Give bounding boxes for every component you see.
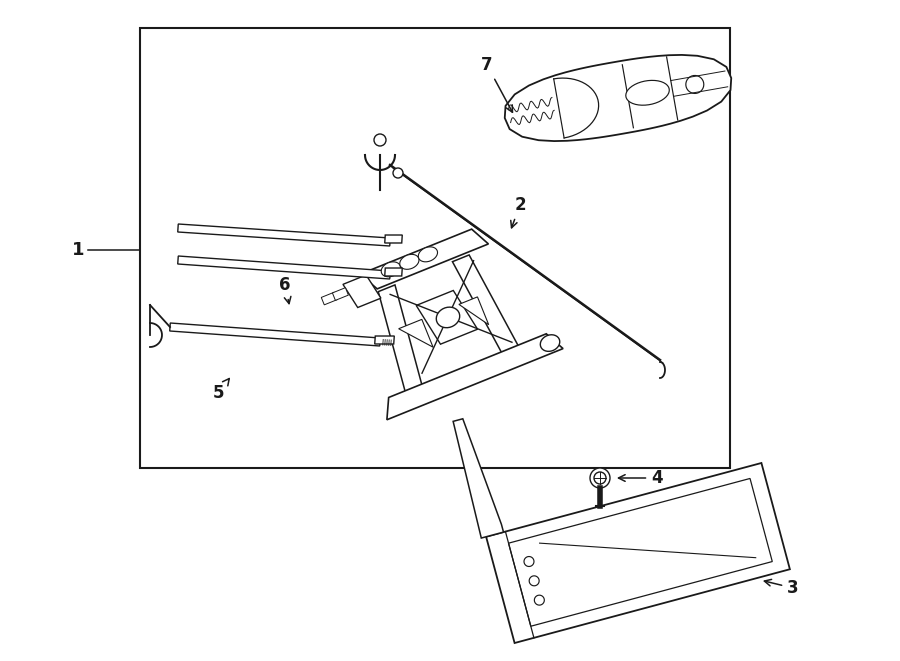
Polygon shape xyxy=(360,229,489,289)
Polygon shape xyxy=(384,235,402,243)
Polygon shape xyxy=(535,595,544,605)
Polygon shape xyxy=(378,285,423,396)
Text: 6: 6 xyxy=(279,276,291,303)
Polygon shape xyxy=(400,254,419,269)
Polygon shape xyxy=(540,334,560,352)
Polygon shape xyxy=(170,323,381,346)
Polygon shape xyxy=(486,463,790,643)
Polygon shape xyxy=(453,419,503,538)
Polygon shape xyxy=(399,319,433,347)
Polygon shape xyxy=(177,256,391,279)
Circle shape xyxy=(393,168,403,178)
Circle shape xyxy=(374,134,386,146)
Text: 5: 5 xyxy=(212,379,230,402)
Polygon shape xyxy=(524,557,534,566)
Polygon shape xyxy=(418,247,437,262)
Text: 1: 1 xyxy=(72,241,85,259)
Polygon shape xyxy=(626,81,670,105)
Text: 4: 4 xyxy=(618,469,662,487)
Polygon shape xyxy=(508,479,772,626)
Polygon shape xyxy=(177,224,391,246)
Polygon shape xyxy=(459,297,489,325)
Polygon shape xyxy=(416,290,478,344)
Text: 7: 7 xyxy=(482,56,512,112)
Polygon shape xyxy=(332,288,348,300)
Polygon shape xyxy=(505,55,732,141)
Polygon shape xyxy=(321,292,338,305)
Polygon shape xyxy=(343,275,381,307)
Polygon shape xyxy=(384,268,402,276)
Polygon shape xyxy=(453,255,520,356)
Text: 3: 3 xyxy=(764,579,799,597)
Polygon shape xyxy=(387,334,563,420)
Polygon shape xyxy=(686,75,704,93)
Circle shape xyxy=(590,468,610,488)
Polygon shape xyxy=(382,262,400,277)
Polygon shape xyxy=(529,576,539,586)
Polygon shape xyxy=(374,336,394,344)
Circle shape xyxy=(594,472,606,484)
Polygon shape xyxy=(140,28,730,468)
Polygon shape xyxy=(436,307,460,328)
Text: 2: 2 xyxy=(510,196,526,228)
